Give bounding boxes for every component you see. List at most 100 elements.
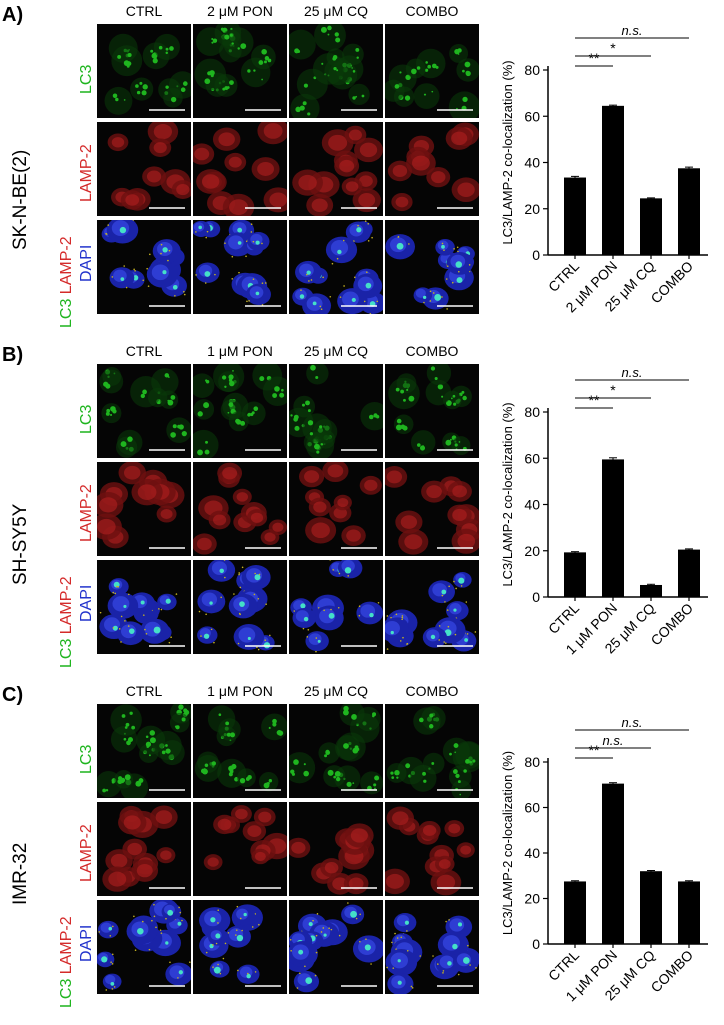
bar — [640, 871, 662, 944]
x-tick-label: COMBO — [647, 258, 696, 307]
micrograph-lc3 — [193, 364, 287, 458]
x-tick-label: COMBO — [647, 600, 696, 649]
row-label-lc3: LC3 — [78, 404, 95, 434]
column-label: 25 μM CQ — [303, 683, 369, 699]
y-tick-label: 40 — [524, 497, 540, 513]
row-label-merge-line: LC3 LAMP-2 — [58, 916, 76, 1008]
row-label-lc3: LC3 — [58, 974, 75, 1008]
y-tick-label: 0 — [532, 589, 540, 605]
row-label-lamp2: LAMP-2 — [78, 484, 95, 542]
bar — [564, 881, 586, 944]
row-label-lamp-2: LAMP-2 — [58, 236, 75, 295]
row-label-dapi: DAPI — [78, 924, 95, 962]
significance-label: n.s. — [622, 715, 643, 730]
significance-label: * — [610, 382, 616, 398]
y-tick-label: 60 — [524, 800, 540, 816]
micrograph-lamp2 — [193, 122, 287, 216]
bar — [602, 783, 624, 944]
micrograph-lc3 — [193, 24, 287, 118]
row-label-lc3: LC3 — [58, 634, 75, 668]
micrograph-merge — [193, 560, 287, 654]
micrograph-lamp2 — [289, 122, 383, 216]
y-tick-label: 60 — [524, 450, 540, 466]
column-label: 1 μM PON — [207, 343, 273, 359]
panel-c: C) IMR-32 CTRL 1 μM PON 25 μM CQ COMBO LC3 LAMP… — [0, 680, 724, 1020]
bar — [678, 168, 700, 255]
micrograph-merge — [289, 900, 383, 994]
micrograph-merge — [289, 560, 383, 654]
micrograph-lamp2 — [289, 802, 383, 896]
panel-label: C) — [2, 684, 24, 706]
bar — [602, 105, 624, 255]
cell-line-label: SH-SY5Y — [10, 503, 31, 585]
bar — [678, 549, 700, 597]
micrograph-lamp2 — [97, 802, 191, 896]
column-label: COMBO — [405, 683, 459, 699]
bar-chart: LC3/LAMP-2 co-localization (%) 0 20 40 60 80 C… — [496, 680, 724, 1025]
cell-line-label: IMR-32 — [10, 842, 31, 905]
y-tick-label: 0 — [532, 247, 540, 263]
significance-label: n.s. — [622, 365, 643, 380]
y-tick-label: 80 — [524, 62, 540, 78]
micrograph-lc3 — [385, 704, 479, 798]
significance-label: ** — [589, 50, 600, 66]
y-axis-label: LC3/LAMP-2 co-localization (%) — [500, 60, 515, 244]
micrograph-merge — [193, 220, 287, 314]
panel-label: B) — [2, 344, 24, 366]
y-tick-label: 20 — [524, 543, 540, 559]
row-label-lamp2: LAMP-2 — [78, 824, 95, 882]
significance-label: n.s. — [622, 23, 643, 38]
micrograph-merge — [385, 560, 479, 654]
bar — [564, 552, 586, 597]
micrograph-lamp2 — [97, 122, 191, 216]
micrograph-lc3 — [97, 704, 191, 798]
y-tick-label: 40 — [524, 845, 540, 861]
row-label-lamp-2: LAMP-2 — [58, 576, 75, 635]
micrograph-lamp2 — [193, 462, 287, 556]
column-label: 1 μM PON — [207, 683, 273, 699]
row-label-merge-line: DAPI — [78, 585, 96, 622]
micrograph-lamp2 — [289, 462, 383, 556]
y-tick-label: 60 — [524, 108, 540, 124]
chart-svg: LC3/LAMP-2 co-localization (%) 0 20 40 60 80 C… — [500, 715, 708, 1005]
row-label-merge-line: DAPI — [78, 245, 96, 282]
y-tick-label: 0 — [532, 936, 540, 952]
micrograph-lc3 — [385, 24, 479, 118]
y-tick-label: 40 — [524, 155, 540, 171]
row-label-lamp2: LAMP-2 — [78, 144, 95, 202]
chart-svg: LC3/LAMP-2 co-localization (%) 0 20 40 60 80 C… — [500, 365, 708, 658]
micrograph-lamp2 — [97, 462, 191, 556]
significance-label: n.s. — [603, 733, 624, 748]
micrograph-lc3 — [289, 24, 383, 118]
row-label-lamp-2: LAMP-2 — [58, 916, 75, 975]
bar — [640, 584, 662, 597]
micrograph-lc3 — [289, 704, 383, 798]
bar — [640, 198, 662, 255]
micrograph-lc3 — [385, 364, 479, 458]
micrograph-lamp2 — [385, 122, 479, 216]
chart-svg: LC3/LAMP-2 co-localization (%) 0 20 40 60 80 C… — [500, 23, 708, 316]
column-label: 25 μM CQ — [303, 3, 369, 19]
micrograph-lc3 — [97, 24, 191, 118]
column-label: 25 μM CQ — [303, 343, 369, 359]
micrograph-lamp2 — [385, 802, 479, 896]
micrograph-merge — [385, 220, 479, 314]
panel-label: A) — [2, 4, 24, 26]
row-label-merge-line: LC3 LAMP-2 — [58, 576, 76, 668]
column-label: 2 μM PON — [207, 3, 273, 19]
y-axis-label: LC3/LAMP-2 co-localization (%) — [500, 751, 515, 935]
bar — [678, 881, 700, 944]
column-label: COMBO — [405, 343, 459, 359]
column-label: COMBO — [405, 3, 459, 19]
x-tick-label: COMBO — [647, 947, 696, 996]
micrograph-lamp2 — [193, 802, 287, 896]
row-label-lc3: LC3 — [58, 294, 75, 328]
micrograph-merge — [97, 220, 191, 314]
y-tick-label: 20 — [524, 891, 540, 907]
micrograph-lamp2 — [385, 462, 479, 556]
y-tick-label: 80 — [524, 404, 540, 420]
y-axis-label: LC3/LAMP-2 co-localization (%) — [500, 402, 515, 586]
micrograph-lc3 — [289, 364, 383, 458]
micrograph-merge — [385, 900, 479, 994]
column-label: CTRL — [125, 3, 163, 19]
